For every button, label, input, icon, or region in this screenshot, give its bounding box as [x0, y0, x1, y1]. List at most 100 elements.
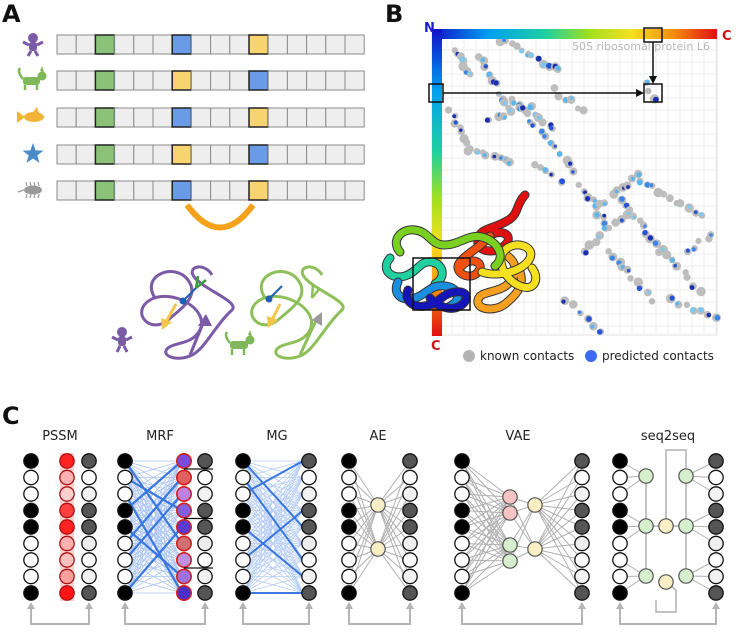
edge	[461, 496, 511, 528]
predicted-contact-point	[475, 150, 481, 155]
alignment-cell	[94, 180, 116, 201]
known-contact-point	[683, 301, 691, 308]
legend-known-contacts: known contacts	[480, 349, 574, 363]
predicted-contact-point	[502, 115, 507, 120]
node	[197, 502, 213, 519]
node	[117, 519, 133, 535]
node	[708, 552, 724, 568]
starfish-icon	[22, 143, 44, 163]
alignment-cell	[133, 180, 154, 201]
node	[454, 486, 470, 502]
strong-coupling	[124, 526, 183, 594]
node	[23, 502, 39, 519]
node	[454, 502, 470, 519]
alignment-cell	[229, 180, 250, 201]
node	[612, 519, 628, 535]
predicted-contact-point	[583, 250, 589, 256]
node	[235, 469, 251, 486]
edge	[461, 544, 511, 577]
coupling-arc	[184, 203, 256, 231]
alignment-cell	[344, 107, 365, 128]
loop-arrow	[345, 602, 353, 609]
edge	[509, 496, 536, 550]
loop-arrow	[85, 602, 93, 609]
node	[612, 453, 628, 469]
axis-top-c-label: C	[722, 29, 732, 44]
feedback-loop	[619, 605, 717, 625]
predicted-contact-point	[596, 234, 601, 239]
alignment-cell	[210, 70, 231, 91]
node	[708, 519, 724, 535]
predicted-contact-point	[492, 154, 497, 159]
predicted-contact-point	[549, 172, 553, 177]
axis-left-c-label: C	[431, 339, 441, 354]
predicted-contact-point	[559, 178, 565, 185]
predicted-contact-point	[714, 314, 721, 321]
node	[301, 552, 317, 568]
edge	[534, 504, 583, 577]
alignment-cell	[344, 144, 365, 165]
model-graphs	[23, 449, 724, 625]
predicted-contacts-marker	[585, 350, 597, 362]
fish-icon	[17, 107, 44, 123]
node	[117, 469, 133, 486]
alignment-cell	[94, 144, 116, 165]
predicted-contact-point	[690, 307, 696, 313]
node	[23, 568, 39, 585]
loop-arrow	[578, 602, 586, 609]
node	[341, 552, 357, 568]
edge	[461, 544, 511, 594]
predicted-contact-point	[486, 71, 492, 77]
edge	[377, 510, 411, 550]
node	[81, 469, 97, 486]
mrf-weight-column	[176, 452, 193, 601]
node	[708, 585, 724, 601]
known-contact-point	[531, 161, 539, 169]
node	[235, 568, 251, 585]
alignment-cell	[152, 34, 173, 55]
predicted-contact-point	[619, 196, 625, 202]
node	[454, 585, 470, 601]
hidden-node	[502, 505, 518, 521]
node	[574, 585, 590, 601]
ae-input-column	[341, 453, 357, 601]
node	[301, 519, 317, 535]
alignment-cell	[190, 70, 212, 91]
predicted-contact-point	[601, 220, 608, 227]
node	[301, 502, 317, 519]
alignment-cell	[248, 144, 269, 165]
node	[59, 552, 75, 568]
loop-arrow	[201, 602, 209, 609]
known-contact-point	[554, 92, 563, 101]
hidden-node	[638, 518, 654, 534]
predicted-contact-point	[459, 128, 463, 132]
vae-output-column	[574, 453, 590, 601]
predicted-contact-point	[614, 189, 619, 194]
vae-input-column	[454, 453, 470, 601]
edge	[377, 504, 411, 561]
alignment-cell	[306, 180, 327, 201]
edge	[534, 504, 583, 528]
node	[235, 453, 251, 469]
hidden-node	[502, 537, 518, 553]
alignment-cell	[75, 107, 96, 128]
seq2seq-output-column	[708, 453, 724, 601]
predicted-contact-point	[596, 329, 603, 335]
edge	[534, 493, 583, 550]
contact-points	[444, 37, 721, 335]
node	[454, 469, 470, 486]
edge	[377, 504, 411, 544]
node	[341, 453, 357, 469]
edge	[348, 510, 379, 550]
alignment-cell	[267, 34, 288, 55]
protein-tube-segment	[478, 241, 540, 291]
node	[197, 552, 213, 568]
alignment-cell	[286, 107, 308, 128]
node	[574, 552, 590, 568]
node	[235, 519, 251, 535]
node	[117, 453, 133, 469]
node	[708, 502, 724, 519]
known-contact-point	[592, 237, 601, 247]
alignment-cell	[152, 70, 173, 91]
alignment-cell	[56, 34, 77, 55]
